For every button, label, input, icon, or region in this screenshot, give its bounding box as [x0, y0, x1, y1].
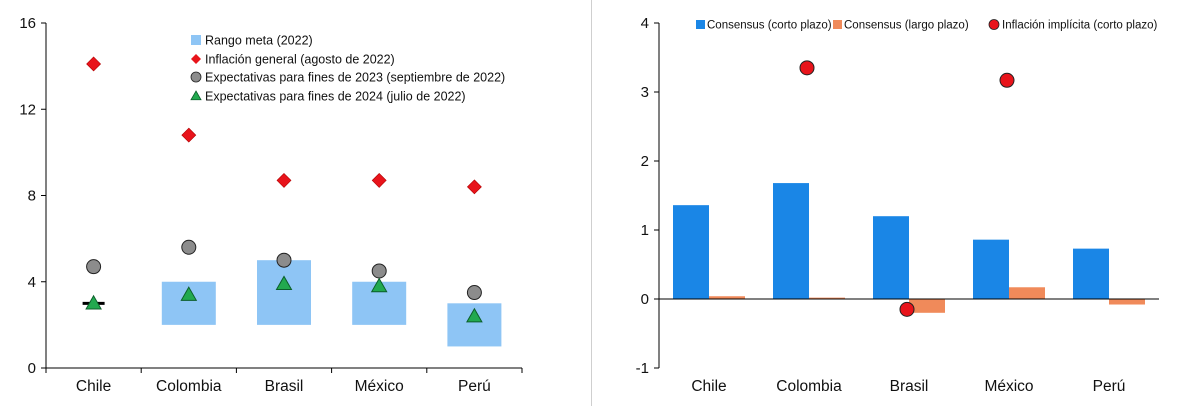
implicit-inflation-circle-brasil — [899, 301, 915, 317]
expectation-2024-triangle-peru — [466, 307, 483, 323]
panel-divider — [591, 0, 592, 406]
implicit-inflation-circle-mexico — [999, 72, 1015, 88]
expectation-2023-circle-peru — [466, 285, 482, 301]
inflation-diamond-peru — [466, 179, 482, 195]
y-tick-label: -1 — [636, 360, 649, 377]
legend-label-target-range: Rango meta (2022) — [205, 34, 313, 48]
target-range-bar-brasil — [257, 260, 311, 325]
legend-swatch-target-range — [191, 35, 201, 45]
consensus-long-bar-mexico — [1009, 287, 1045, 299]
inflation-diamond-brasil — [276, 172, 292, 188]
expectation-2023-circle-colombia — [181, 239, 197, 255]
legend-swatch-expectation-2023 — [190, 71, 202, 83]
legend-swatch-expectation-2024 — [190, 90, 202, 101]
y-tick-label: 12 — [19, 101, 36, 118]
legend-swatch-consensus-long — [833, 20, 842, 29]
legend-label-implicit: Inflación implícita (corto plazo) — [1002, 20, 1157, 32]
consensus-short-bar-peru — [1073, 248, 1109, 299]
y-tick-label: 2 — [641, 153, 649, 170]
y-tick-label: 0 — [641, 291, 649, 308]
x-tick-label-brasil: Brasil — [265, 378, 304, 395]
expectation-2024-triangle-chile — [85, 294, 102, 310]
legend-swatch-general-inflation — [191, 54, 201, 64]
chart-consensus-implicit: -1 0 1 2 3 4 Chile Colombia Brasil México Perú Cons… — [636, 15, 1159, 395]
implicit-inflation-circle-colombia — [799, 60, 815, 76]
y-tick-label: 8 — [28, 188, 36, 205]
expectation-2024-triangle-brasil — [275, 275, 293, 291]
y-tick-label: 4 — [641, 15, 649, 32]
x-tick-label-peru: Perú — [458, 378, 491, 395]
inflation-diamond-chile — [86, 56, 102, 72]
expectation-2023-circle-chile — [86, 259, 102, 275]
expectation-2024-triangle-mexico — [370, 277, 388, 293]
legend-label-general-inflation: Inflación general (agosto de 2022) — [205, 53, 395, 67]
x-tick-label-mexico: México — [984, 378, 1033, 395]
x-tick-label-brasil: Brasil — [890, 378, 929, 395]
x-tick-label-chile: Chile — [691, 378, 726, 395]
x-tick-label-mexico: México — [355, 378, 404, 395]
x-tick-label-chile: Chile — [76, 378, 111, 395]
consensus-short-bar-chile — [673, 205, 709, 299]
consensus-short-bar-mexico — [973, 239, 1009, 299]
y-tick-label: 1 — [641, 222, 649, 239]
consensus-long-bar-colombia — [809, 297, 845, 299]
inflation-diamond-colombia — [181, 127, 197, 143]
inflation-diamond-mexico — [371, 172, 387, 188]
x-tick-label-peru: Perú — [1093, 378, 1126, 395]
legend-label-consensus-short: Consensus (corto plazo) — [707, 20, 832, 32]
legend-label-expectation-2024: Expectativas para fines de 2024 (julio d… — [205, 90, 466, 104]
consensus-long-bar-peru — [1109, 299, 1145, 305]
y-tick-label: 3 — [641, 84, 649, 101]
expectation-2023-circle-brasil — [276, 252, 292, 268]
legend-label-consensus-long: Consensus (largo plazo) — [844, 20, 969, 32]
legend-swatch-consensus-short — [696, 20, 705, 29]
consensus-long-bar-chile — [709, 296, 745, 299]
x-tick-label-colombia: Colombia — [156, 378, 222, 395]
y-tick-label: 0 — [28, 360, 36, 377]
y-tick-label: 16 — [19, 15, 36, 32]
y-tick-label: 4 — [28, 274, 36, 291]
legend-swatch-implicit — [988, 19, 1000, 30]
expectation-2023-circle-mexico — [371, 263, 387, 279]
legend-label-expectation-2023: Expectativas para fines de 2023 (septiem… — [205, 71, 505, 85]
chart-inflation-expectations: 0 4 8 12 16 Chile Colombia Brasil México Perú Rang… — [19, 15, 523, 395]
consensus-long-bar-brasil — [909, 299, 945, 313]
consensus-short-bar-brasil — [873, 216, 909, 299]
x-tick-label-colombia: Colombia — [776, 378, 842, 395]
consensus-short-bar-colombia — [773, 183, 809, 299]
expectation-2024-triangle-colombia — [180, 286, 198, 301]
